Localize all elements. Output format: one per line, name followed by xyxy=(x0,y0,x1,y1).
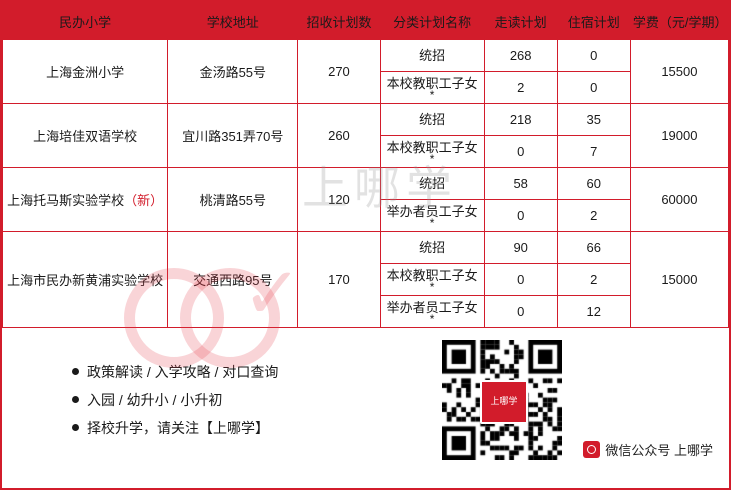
cell-category: 本校教职工子女 * xyxy=(379,71,485,104)
cell-day-plan: 0 xyxy=(483,263,558,296)
footer-bullet-item: 择校升学，请关注【上哪学】 xyxy=(72,414,432,442)
cell-day-plan: 58 xyxy=(483,167,558,200)
cell-category: 举办者员工子女 * xyxy=(379,295,485,328)
brand-label: 微信公众号 上哪学 xyxy=(605,443,713,458)
footer-panel: 政策解读 / 入学攻略 / 对口查询 入园 / 幼升小 / 小升初 择校升学，请… xyxy=(2,328,729,471)
cell-school: 上海培佳双语学校 xyxy=(1,103,169,168)
bullet-dot-icon xyxy=(72,424,79,432)
footnote-star: * xyxy=(429,311,435,326)
cell-category: 统招 xyxy=(379,103,485,136)
footer-bullet-list: 政策解读 / 入学攻略 / 对口查询 入园 / 幼升小 / 小升初 择校升学，请… xyxy=(2,358,432,442)
cell-fee: 15500 xyxy=(629,39,730,104)
header-fee: 学费（元/学期） xyxy=(629,2,730,40)
header-day-plan: 走读计划 xyxy=(483,2,558,40)
header-boarding-plan: 住宿计划 xyxy=(556,2,631,40)
header-plan-total: 招收计划数 xyxy=(297,2,381,40)
cell-fee: 60000 xyxy=(629,167,730,232)
footer-bullet-item: 入园 / 幼升小 / 小升初 xyxy=(72,386,432,414)
cell-fee: 15000 xyxy=(629,231,730,328)
header-address: 学校地址 xyxy=(167,2,299,40)
cell-day-plan: 90 xyxy=(483,231,558,264)
table-row: 上海市民办新黄浦实验学校 交通西路95号 170 统招 90 66 15000 xyxy=(1,231,730,328)
cell-school: 上海托马斯实验学校（新） xyxy=(1,167,169,232)
footnote-star: * xyxy=(429,279,435,294)
table-header-row: 民办小学 学校地址 招收计划数 分类计划名称 走读计划 住宿计划 学费（元/学期… xyxy=(1,2,730,40)
cell-fee: 19000 xyxy=(629,103,730,168)
cell-boarding-plan: 60 xyxy=(556,167,631,200)
cell-boarding-plan: 35 xyxy=(556,103,631,136)
cell-plan-total: 270 xyxy=(297,39,381,104)
bullet-dot-icon xyxy=(72,368,79,376)
cell-category: 统招 xyxy=(379,167,485,200)
cell-boarding-plan: 0 xyxy=(556,39,631,72)
cell-school: 上海金洲小学 xyxy=(1,39,169,104)
table-row: 本校教职工子女 * 2 0 xyxy=(3,71,729,104)
enrollment-plan-table: 民办小学 学校地址 招收计划数 分类计划名称 走读计划 住宿计划 学费（元/学期… xyxy=(1,2,730,328)
table-row: 上海托马斯实验学校（新） 桃清路55号 120 统招 58 60 60000 xyxy=(1,167,730,232)
cell-day-plan: 0 xyxy=(483,295,558,328)
cell-boarding-plan: 66 xyxy=(556,231,631,264)
cell-boarding-plan: 7 xyxy=(556,135,631,168)
cell-plan-total: 260 xyxy=(297,103,381,168)
cell-day-plan: 0 xyxy=(483,135,558,168)
cell-address: 金汤路55号 xyxy=(167,39,299,104)
footnote-star: * xyxy=(429,215,435,230)
cell-category: 统招 xyxy=(379,231,485,264)
cell-category: 统招 xyxy=(379,39,485,72)
cell-category: 本校教职工子女 * xyxy=(379,263,485,296)
table-row: 上海金洲小学 金汤路55号 270 统招 268 0 15500 xyxy=(1,39,730,104)
new-school-badge: （新） xyxy=(124,193,164,208)
cell-boarding-plan: 12 xyxy=(556,295,631,328)
bullet-dot-icon xyxy=(72,396,79,404)
table-header: 民办小学 学校地址 招收计划数 分类计划名称 走读计划 住宿计划 学费（元/学期… xyxy=(1,2,730,40)
cell-address: 交通西路95号 xyxy=(167,231,299,328)
wechat-logo-icon xyxy=(583,441,601,458)
cell-boarding-plan: 2 xyxy=(556,199,631,232)
table-row: 上海培佳双语学校 宜川路351弄70号 260 统招 218 35 19000 xyxy=(1,103,730,168)
cell-address: 宜川路351弄70号 xyxy=(167,103,299,168)
table-row: 本校教职工子女 * 0 7 xyxy=(3,135,729,168)
cell-plan-total: 120 xyxy=(297,167,381,232)
cell-boarding-plan: 2 xyxy=(556,263,631,296)
table-body: 上海金洲小学 金汤路55号 270 统招 268 0 15500 本校教职工子女… xyxy=(1,39,730,328)
header-school: 民办小学 xyxy=(1,2,169,40)
table-row: 举办者员工子女 * 0 12 xyxy=(3,295,729,328)
cell-day-plan: 268 xyxy=(483,39,558,72)
cell-category: 举办者员工子女 * xyxy=(379,199,485,232)
cell-day-plan: 2 xyxy=(483,71,558,104)
header-category: 分类计划名称 xyxy=(379,2,485,40)
cell-day-plan: 218 xyxy=(483,103,558,136)
qr-code[interactable]: 上哪学 xyxy=(442,339,562,460)
footnote-star: * xyxy=(429,87,435,102)
qr-code-badge: 上哪学 xyxy=(480,379,528,424)
cell-school: 上海市民办新黄浦实验学校 xyxy=(1,231,169,328)
footnote-star: * xyxy=(429,151,435,166)
table-row: 本校教职工子女 * 0 2 xyxy=(3,263,729,296)
cell-address: 桃清路55号 xyxy=(167,167,299,232)
cell-category: 本校教职工子女 * xyxy=(379,135,485,168)
cell-boarding-plan: 0 xyxy=(556,71,631,104)
cell-day-plan: 0 xyxy=(483,199,558,232)
footer-bullet-item: 政策解读 / 入学攻略 / 对口查询 xyxy=(72,358,432,386)
cell-plan-total: 170 xyxy=(297,231,381,328)
brand-footer: 微信公众号 上哪学 xyxy=(583,440,713,459)
